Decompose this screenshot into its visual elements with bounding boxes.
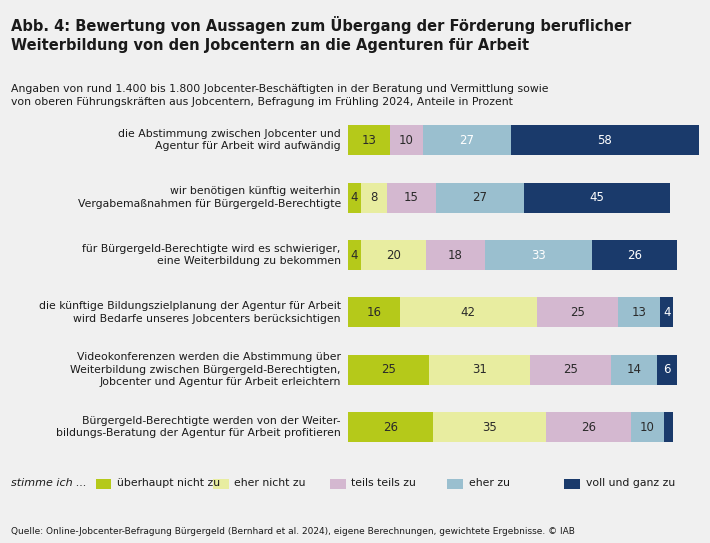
Bar xyxy=(348,125,390,155)
Text: 4: 4 xyxy=(351,191,358,204)
Bar xyxy=(631,412,664,442)
Text: 10: 10 xyxy=(399,134,414,147)
Bar xyxy=(426,240,484,270)
Bar xyxy=(547,412,631,442)
Bar xyxy=(436,182,524,212)
Bar xyxy=(348,182,361,212)
Text: 42: 42 xyxy=(461,306,476,319)
Text: 26: 26 xyxy=(627,249,642,262)
Text: 27: 27 xyxy=(472,191,487,204)
Bar xyxy=(422,125,510,155)
Text: 16: 16 xyxy=(366,306,381,319)
Bar xyxy=(660,298,673,327)
Bar xyxy=(592,240,677,270)
Text: Bürgergeld-Berechtigte werden von der Weiter-
bildungs-Beratung der Agentur für : Bürgergeld-Berechtigte werden von der We… xyxy=(56,416,341,438)
Bar xyxy=(400,298,537,327)
Text: 58: 58 xyxy=(598,134,612,147)
Text: Videokonferenzen werden die Abstimmung über
Weiterbildung zwischen Bürgergeld-Be: Videokonferenzen werden die Abstimmung ü… xyxy=(70,352,341,387)
Bar xyxy=(524,182,670,212)
Bar xyxy=(348,412,432,442)
Text: 14: 14 xyxy=(627,363,642,376)
Text: eher nicht zu: eher nicht zu xyxy=(234,478,306,488)
Text: 25: 25 xyxy=(563,363,578,376)
Bar xyxy=(618,298,660,327)
Text: Quelle: Online-Jobcenter-Befragung Bürgergeld (Bernhard et al. 2024), eigene Ber: Quelle: Online-Jobcenter-Befragung Bürge… xyxy=(11,527,574,536)
Text: stimme ich ...: stimme ich ... xyxy=(11,478,87,488)
Text: 45: 45 xyxy=(589,191,604,204)
Text: 6: 6 xyxy=(663,363,670,376)
Bar xyxy=(510,125,699,155)
Text: 26: 26 xyxy=(383,421,398,434)
Text: 31: 31 xyxy=(472,363,487,376)
Text: 4: 4 xyxy=(663,306,670,319)
Text: für Bürgergeld-Berechtigte wird es schwieriger,
eine Weiterbildung zu bekommen: für Bürgergeld-Berechtigte wird es schwi… xyxy=(82,244,341,266)
Text: 25: 25 xyxy=(381,363,396,376)
Text: 26: 26 xyxy=(581,421,596,434)
Bar xyxy=(530,355,611,385)
Text: die künftige Bildungszielplanung der Agentur für Arbeit
wird Bedarfe unseres Job: die künftige Bildungszielplanung der Age… xyxy=(39,301,341,324)
Bar xyxy=(391,125,422,155)
Text: teils teils zu: teils teils zu xyxy=(351,478,416,488)
Text: 18: 18 xyxy=(448,249,463,262)
Text: die Abstimmung zwischen Jobcenter und
Agentur für Arbeit wird aufwändig: die Abstimmung zwischen Jobcenter und Ag… xyxy=(118,129,341,151)
Text: überhaupt nicht zu: überhaupt nicht zu xyxy=(117,478,220,488)
Text: eher zu: eher zu xyxy=(469,478,510,488)
Text: 33: 33 xyxy=(531,249,546,262)
Bar xyxy=(664,412,673,442)
Text: Abb. 4: Bewertung von Aussagen zum Übergang der Förderung beruflicher
Weiterbild: Abb. 4: Bewertung von Aussagen zum Überg… xyxy=(11,16,631,53)
Text: 25: 25 xyxy=(570,306,585,319)
Text: 27: 27 xyxy=(459,134,474,147)
Text: 13: 13 xyxy=(632,306,647,319)
Text: 35: 35 xyxy=(482,421,497,434)
Text: wir benötigen künftig weiterhin
Vergabemaßnahmen für Bürgergeld-Berechtigte: wir benötigen künftig weiterhin Vergabem… xyxy=(77,186,341,209)
Bar xyxy=(348,355,430,385)
Bar xyxy=(361,240,426,270)
Bar xyxy=(430,355,530,385)
Text: 20: 20 xyxy=(386,249,401,262)
Text: 13: 13 xyxy=(361,134,376,147)
Bar xyxy=(484,240,592,270)
Text: 15: 15 xyxy=(404,191,419,204)
Text: 4: 4 xyxy=(351,249,358,262)
Bar xyxy=(361,182,387,212)
Bar xyxy=(387,182,436,212)
Bar xyxy=(348,298,400,327)
Text: 10: 10 xyxy=(640,421,655,434)
Bar xyxy=(611,355,657,385)
Bar xyxy=(537,298,618,327)
Text: voll und ganz zu: voll und ganz zu xyxy=(586,478,675,488)
Text: 8: 8 xyxy=(370,191,378,204)
Bar xyxy=(432,412,547,442)
Text: Angaben von rund 1.400 bis 1.800 Jobcenter-Beschäftigten in der Beratung und Ver: Angaben von rund 1.400 bis 1.800 Jobcent… xyxy=(11,84,548,106)
Bar xyxy=(348,240,361,270)
Bar xyxy=(657,355,677,385)
